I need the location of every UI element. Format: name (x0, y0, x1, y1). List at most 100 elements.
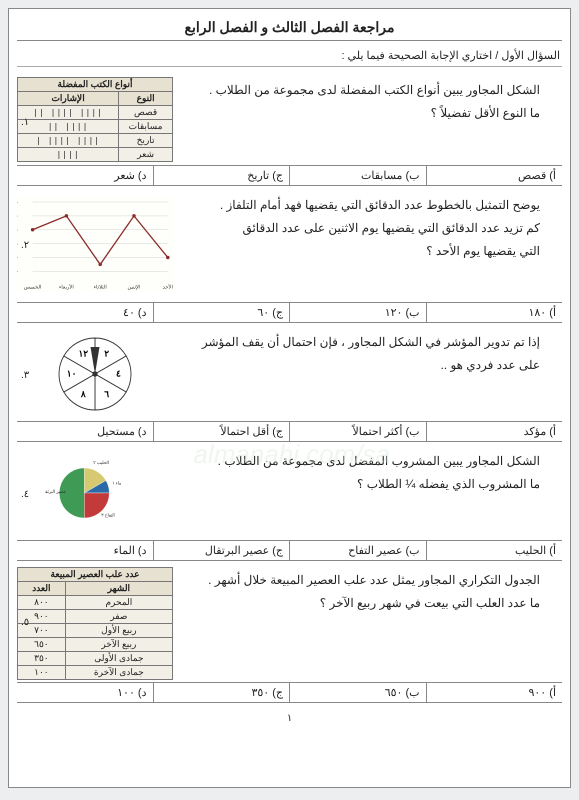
choice-b: ب) ١٢٠ (289, 303, 426, 322)
q5-number: ٥. (21, 617, 29, 628)
q5-cell: ربيع الآخر (65, 638, 172, 652)
q5-th-month: الشهر (65, 582, 172, 596)
q1-choices: أ) قصص ب) مسابقات ج) تاريخ د) شعر (17, 165, 562, 185)
svg-text:٢٠: ٢٠ (17, 269, 19, 275)
svg-text:٨: ٨ (80, 389, 86, 399)
svg-text:الأحد: الأحد (163, 283, 173, 291)
choice-d: د) الماء (17, 541, 153, 560)
choice-d: د) مستحيل (17, 422, 153, 441)
q5-cell: المحرم (65, 596, 172, 610)
svg-text:عصير البرتقال ١٠: عصير البرتقال ١٠ (45, 489, 66, 494)
q1-line2: ما النوع الأقل تفضيلاً ؟ (181, 102, 540, 125)
choice-d: د) شعر (17, 166, 153, 185)
q4-choices: أ) الحليب ب) عصير التفاح ج) عصير البرتقا… (17, 540, 562, 560)
svg-text:الخميس: الخميس (24, 285, 42, 291)
choice-a: أ) قصص (426, 166, 563, 185)
q2-figure: الأحد الإثنين الثلاثاء الأربعاء الخميس ٢٠ ٦٠ ١… (17, 190, 177, 302)
q1-th-tally: الإشارات (18, 92, 119, 106)
q5-choices: أ) ٩٠٠ ب) ٦٥٠ ج) ٣٥٠ د) ١٠٠ (17, 682, 562, 702)
question-4: الشكل المجاور يبين المشروب المفضل لدى مج… (17, 442, 562, 561)
line-chart-svg: الأحد الإثنين الثلاثاء الأربعاء الخميس ٢٠ ٦٠ ١… (17, 192, 173, 297)
q1-figure: أنواع الكتب المفضلة النوع الإشارات قصص||… (17, 75, 177, 164)
choice-c: ج) ٣٥٠ (153, 683, 290, 702)
q2-line3: التي يقضيها يوم الأحد ؟ (181, 240, 540, 263)
q3-choices: أ) مؤكد ب) أكثر احتمالاً ج) أقل احتمالاً… (17, 421, 562, 441)
q1-cell: مسابقات (119, 120, 173, 134)
q4-line2: ما المشروب الذي يفضله ¼ الطلاب ؟ (181, 473, 540, 496)
choice-b: ب) عصير التفاح (289, 541, 426, 560)
q1-number: ١. (21, 117, 29, 128)
choice-c: ج) ٦٠ (153, 303, 290, 322)
q1-table: أنواع الكتب المفضلة النوع الإشارات قصص||… (17, 77, 173, 162)
q3-figure: ٢ ٤٦ ٨١٠ ١٢ (17, 327, 177, 421)
choice-c: ج) أقل احتمالاً (153, 422, 290, 441)
choice-d: د) ٤٠ (17, 303, 153, 322)
q1-line1: الشكل المجاور يبين أنواع الكتب المفضلة ل… (181, 79, 540, 102)
svg-text:التفاح ٣: التفاح ٣ (101, 513, 114, 518)
choice-d: د) ١٠٠ (17, 683, 153, 702)
q5-cell: جمادى الآخرة (65, 666, 172, 680)
q1-th-type: النوع (119, 92, 173, 106)
q4-figure: الحليب ٢ ماء ١ التفاح ٣ عصير البرتقال ١٠ (17, 446, 177, 540)
svg-text:٤: ٤ (116, 369, 121, 379)
instruction: السؤال الأول / اختاري الإجابة الصحيحة في… (17, 45, 562, 67)
svg-text:١٨٠: ١٨٠ (17, 214, 19, 220)
svg-text:٢: ٢ (104, 348, 109, 358)
worksheet-page: مراجعة الفصل الثالث و الفصل الرابع السؤا… (8, 8, 571, 788)
choice-b: ب) أكثر احتمالاً (289, 422, 426, 441)
svg-text:١٠٠: ١٠٠ (17, 241, 19, 247)
q5-table-title: عدد علب العصير المبيعة (18, 568, 173, 582)
q5-cell: ربيع الأول (65, 624, 172, 638)
q1-cell: |||| || (18, 120, 119, 134)
q5-th-count: العدد (18, 582, 66, 596)
question-2: يوضح التمثيل بالخطوط عدد الدقائق التي يق… (17, 186, 562, 323)
choice-c: ج) عصير البرتقال (153, 541, 290, 560)
q2-line2: كم تزيد عدد الدقائق التي يقضيها يوم الاث… (181, 217, 540, 240)
svg-text:الحليب ٢: الحليب ٢ (93, 460, 109, 465)
choice-a: أ) الحليب (426, 541, 563, 560)
q1-cell: تاريخ (119, 134, 173, 148)
svg-text:الإثنين: الإثنين (128, 285, 141, 291)
svg-text:٦٠: ٦٠ (17, 255, 19, 261)
svg-text:ماء ١: ماء ١ (112, 480, 121, 485)
q1-cell: |||| |||| || (18, 106, 119, 120)
svg-text:١٤٠: ١٤٠ (17, 228, 19, 234)
q5-cell: ٦٥٠ (18, 638, 66, 652)
q1-cell: قصص (119, 106, 173, 120)
q5-table: عدد علب العصير المبيعة الشهر العدد المحر… (17, 567, 173, 680)
question-1: الشكل المجاور يبين أنواع الكتب المفضلة ل… (17, 71, 562, 186)
choice-b: ب) ٦٥٠ (289, 683, 426, 702)
q1-cell: |||| |||| | (18, 134, 119, 148)
q4-line1: الشكل المجاور يبين المشروب المفضل لدى مج… (181, 450, 540, 473)
q1-table-title: أنواع الكتب المفضلة (18, 78, 173, 92)
q5-cell: ٣٥٠ (18, 652, 66, 666)
q5-figure: عدد علب العصير المبيعة الشهر العدد المحر… (17, 565, 177, 682)
q5-cell: ١٠٠ (18, 666, 66, 680)
choice-a: أ) ٩٠٠ (426, 683, 563, 702)
q4-number: ٤. (21, 489, 29, 500)
svg-text:الثلاثاء: الثلاثاء (94, 285, 107, 291)
q1-cell: |||| (18, 148, 119, 162)
question-3: إذا تم تدوير المؤشر في الشكل المجاور ، ف… (17, 323, 562, 442)
choice-a: أ) مؤكد (426, 422, 563, 441)
q5-cell: ٨٠٠ (18, 596, 66, 610)
svg-text:الأربعاء: الأربعاء (59, 283, 74, 291)
svg-text:١٠: ١٠ (67, 369, 77, 379)
q5-cell: جمادى الأولى (65, 652, 172, 666)
q2-choices: أ) ١٨٠ ب) ١٢٠ ج) ٦٠ د) ٤٠ (17, 302, 562, 322)
choice-c: ج) تاريخ (153, 166, 290, 185)
q2-number: ٢. (21, 240, 29, 251)
q3-line1: إذا تم تدوير المؤشر في الشكل المجاور ، ف… (181, 331, 540, 377)
q5-line1: الجدول التكراري المجاور يمثل عدد علب الع… (181, 569, 540, 592)
q1-cell: شعر (119, 148, 173, 162)
pie-chart-svg: الحليب ٢ ماء ١ التفاح ٣ عصير البرتقال ١٠ (45, 448, 145, 538)
q3-number: ٣. (21, 370, 29, 381)
spinner-svg: ٢ ٤٦ ٨١٠ ١٢ (50, 329, 140, 419)
q2-line1: يوضح التمثيل بالخطوط عدد الدقائق التي يق… (181, 194, 540, 217)
q5-cell: صفر (65, 610, 172, 624)
page-title: مراجعة الفصل الثالث و الفصل الرابع (17, 19, 562, 41)
page-number: ١ (17, 713, 562, 724)
svg-text:٢٢٠: ٢٢٠ (17, 200, 19, 206)
svg-text:١٢: ١٢ (78, 348, 88, 358)
svg-text:٦: ٦ (104, 389, 109, 399)
